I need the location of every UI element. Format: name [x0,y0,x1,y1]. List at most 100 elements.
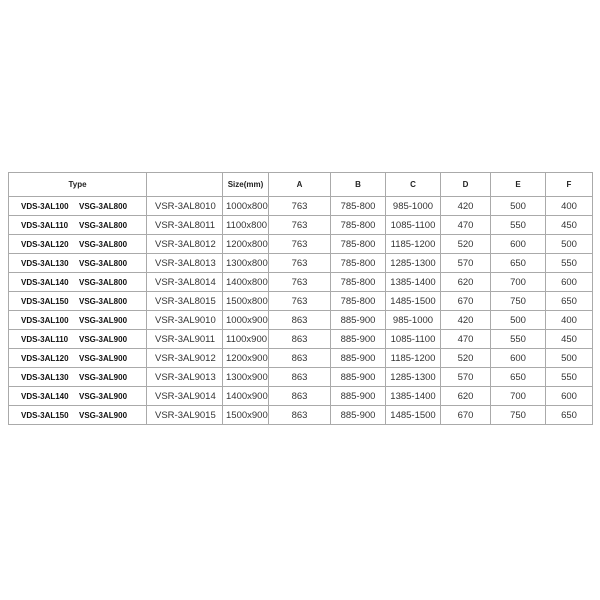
d-cell: 520 [440,234,491,254]
vds-model: VDS-3AL140 [21,391,69,401]
d-cell: 570 [440,367,491,387]
e-cell: 500 [490,310,546,330]
d-cell: 470 [440,215,491,235]
f-cell: 550 [545,367,593,387]
vsr-model: VSR-3AL8011 [146,215,223,235]
a-cell: 863 [268,386,331,406]
a-cell: 863 [268,367,331,387]
vsg-model: VSG-3AL800 [79,277,128,287]
vsg-model: VSG-3AL900 [79,315,128,325]
table-row: VDS-3AL110 VSG-3AL800 VSR-3AL8011 1100x800 7… [8,215,593,235]
e-cell: 550 [490,329,546,349]
f-cell: 600 [545,386,593,406]
header-row: Type Size(mm) A B C D E F [8,172,593,197]
type-cell: VDS-3AL140 VSG-3AL900 [8,386,147,406]
size-cell: 1300x800 [222,253,269,273]
type-cell: VDS-3AL130 VSG-3AL900 [8,367,147,387]
c-cell: 1385-1400 [385,272,441,292]
type-cell: VDS-3AL100 VSG-3AL900 [8,310,147,330]
c-cell: 1185-1200 [385,234,441,254]
c-cell: 1185-1200 [385,348,441,368]
vsg-model: VSG-3AL800 [79,220,128,230]
d-cell: 570 [440,253,491,273]
table-row: VDS-3AL130 VSG-3AL900 VSR-3AL9013 1300x900 8… [8,367,593,387]
vds-model: VDS-3AL110 [21,220,69,230]
vsr-model: VSR-3AL9011 [146,329,223,349]
vds-model: VDS-3AL100 [21,315,69,325]
b-cell: 885-900 [330,348,386,368]
vsr-model: VSR-3AL8014 [146,272,223,292]
type-cell: VDS-3AL150 VSG-3AL800 [8,291,147,311]
type-cell: VDS-3AL130 VSG-3AL800 [8,253,147,273]
table-row: VDS-3AL140 VSG-3AL800 VSR-3AL8014 1400x800 7… [8,272,593,292]
e-cell: 500 [490,196,546,216]
size-cell: 1200x800 [222,234,269,254]
c-cell: 1085-1100 [385,215,441,235]
header-type: Type [8,172,147,197]
table-body: VDS-3AL100 VSG-3AL800 VSR-3AL8010 1000x800 7… [8,196,593,425]
f-cell: 400 [545,310,593,330]
b-cell: 885-900 [330,405,386,425]
header-b: B [330,172,386,197]
size-cell: 1100x900 [222,329,269,349]
c-cell: 1385-1400 [385,386,441,406]
b-cell: 785-800 [330,215,386,235]
vsg-model: VSG-3AL900 [79,391,128,401]
b-cell: 785-800 [330,272,386,292]
vsr-model: VSR-3AL9013 [146,367,223,387]
size-cell: 1300x900 [222,367,269,387]
e-cell: 600 [490,348,546,368]
header-c: C [385,172,441,197]
type-cell: VDS-3AL110 VSG-3AL800 [8,215,147,235]
c-cell: 1085-1100 [385,329,441,349]
a-cell: 763 [268,253,331,273]
vds-model: VDS-3AL120 [21,239,69,249]
b-cell: 785-800 [330,291,386,311]
vsr-model: VSR-3AL9015 [146,405,223,425]
f-cell: 400 [545,196,593,216]
f-cell: 450 [545,329,593,349]
e-cell: 700 [490,272,546,292]
size-cell: 1500x800 [222,291,269,311]
vsr-model: VSR-3AL9010 [146,310,223,330]
table-row: VDS-3AL150 VSG-3AL900 VSR-3AL9015 1500x900 8… [8,405,593,425]
header-a: A [268,172,331,197]
vds-model: VDS-3AL100 [21,201,69,211]
table-row: VDS-3AL120 VSG-3AL900 VSR-3AL9012 1200x900 8… [8,348,593,368]
f-cell: 650 [545,291,593,311]
vsg-model: VSG-3AL800 [79,201,128,211]
vds-model: VDS-3AL150 [21,296,69,306]
c-cell: 1285-1300 [385,253,441,273]
c-cell: 985-1000 [385,196,441,216]
table-row: VDS-3AL140 VSG-3AL900 VSR-3AL9014 1400x900 8… [8,386,593,406]
vsr-model: VSR-3AL8012 [146,234,223,254]
f-cell: 450 [545,215,593,235]
header-f: F [545,172,593,197]
f-cell: 650 [545,405,593,425]
table-row: VDS-3AL130 VSG-3AL800 VSR-3AL8013 1300x800 7… [8,253,593,273]
a-cell: 863 [268,405,331,425]
size-spec-table: Type Size(mm) A B C D E F VDS-3AL100 VSG-… [8,172,593,425]
a-cell: 863 [268,329,331,349]
e-cell: 650 [490,253,546,273]
a-cell: 763 [268,291,331,311]
a-cell: 763 [268,234,331,254]
vsg-model: VSG-3AL900 [79,410,128,420]
type-cell: VDS-3AL140 VSG-3AL800 [8,272,147,292]
a-cell: 763 [268,272,331,292]
b-cell: 885-900 [330,386,386,406]
b-cell: 785-800 [330,196,386,216]
vds-model: VDS-3AL110 [21,334,69,344]
vsg-model: VSG-3AL800 [79,239,128,249]
type-cell: VDS-3AL150 VSG-3AL900 [8,405,147,425]
vsg-model: VSG-3AL900 [79,353,128,363]
size-cell: 1000x800 [222,196,269,216]
b-cell: 785-800 [330,253,386,273]
table-row: VDS-3AL100 VSG-3AL900 VSR-3AL9010 1000x900 8… [8,310,593,330]
c-cell: 1485-1500 [385,405,441,425]
vds-model: VDS-3AL150 [21,410,69,420]
size-cell: 1100x800 [222,215,269,235]
b-cell: 885-900 [330,329,386,349]
header-model [146,172,223,197]
vsr-model: VSR-3AL8010 [146,196,223,216]
